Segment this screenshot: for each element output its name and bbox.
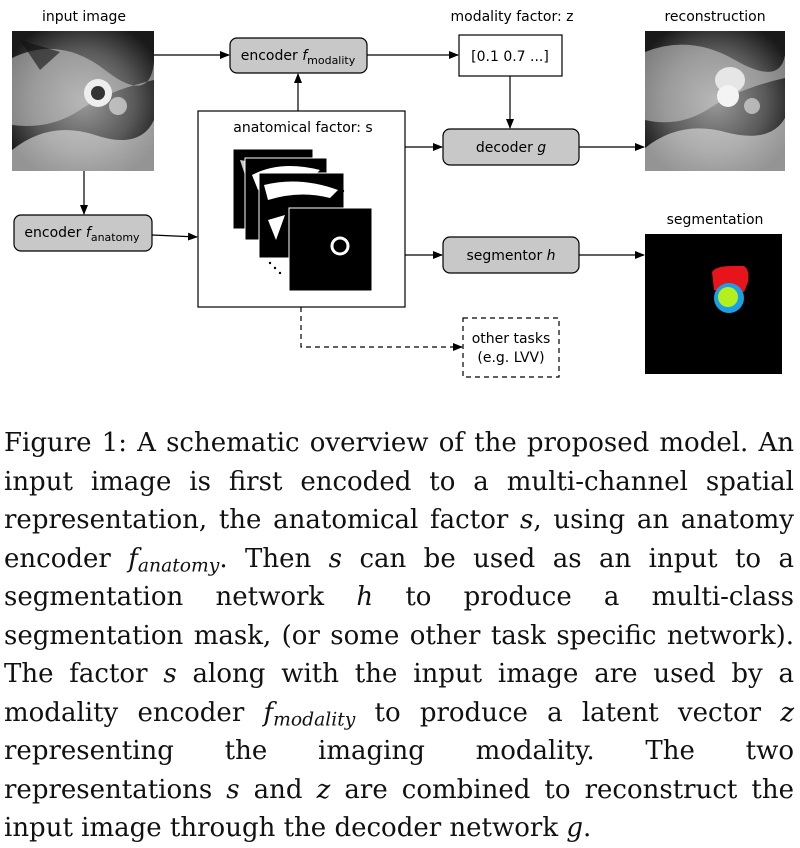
reconstruction-label: reconstruction (664, 9, 765, 25)
caption-math-h: h (356, 582, 374, 612)
caption-math-f-modality: f (263, 697, 274, 728)
caption-text-3: . Then (219, 543, 329, 574)
modality-factor-label: modality factor: z (451, 9, 574, 25)
caption-math-f-anatomy-sub: anatomy (137, 555, 220, 577)
svg-text:segmentor h: segmentor h (466, 248, 555, 264)
modality-vector-value: [0.1 0.7 ...] (471, 49, 549, 65)
anatomical-factor-label: anatomical factor: s (233, 120, 372, 136)
other-tasks-line2: (e.g. LVV) (477, 350, 544, 366)
diagram-arrows (80, 51, 645, 351)
svg-text:encoder fanatomy: encoder fanatomy (24, 225, 140, 244)
caption-text-10: are combined to reconstruct the input im… (4, 774, 794, 844)
figure-caption: Figure 1: A schematic overview of the pr… (4, 424, 794, 848)
segmentor-box: segmentor h (442, 236, 580, 274)
segmentor-symbol: h (547, 248, 556, 264)
caption-math-z-1: z (780, 697, 795, 728)
caption-math-s-3: s (163, 659, 177, 689)
caption-text-2: , using an anatomy encoder (4, 505, 794, 574)
model-diagram: input image modality factor: z reconstru… (12, 9, 785, 378)
segmentation-label: segmentation (667, 212, 764, 228)
segmentor-label: segmentor (466, 248, 546, 264)
encoder-anatomy-symbol: f (86, 225, 93, 241)
caption-math-g: g (566, 813, 584, 843)
figure-label: Figure 1: (4, 428, 128, 458)
caption-math-z-2: z (316, 774, 331, 805)
encoder-modality-box: encoder fmodality (229, 37, 368, 74)
svg-text:encoder fmodality: encoder fmodality (241, 48, 356, 67)
decoder-symbol: g (537, 140, 546, 156)
caption-text-9: and (239, 774, 317, 805)
encoder-modality-label: encoder (241, 48, 302, 64)
anatomical-factor-box: anatomical factor: s (197, 110, 406, 308)
input-image (12, 31, 154, 171)
caption-text-11: . (583, 813, 592, 843)
encoder-anatomy-label: encoder (24, 225, 85, 241)
decoder-label: decoder (476, 140, 537, 156)
caption-math-s-1: s (520, 505, 534, 535)
caption-text-5: to produce a multi-class segmentation ma… (4, 582, 794, 689)
input-image-label: input image (42, 9, 126, 25)
caption-text-6: along with the input image are used by a… (4, 659, 794, 728)
other-tasks-line1: other tasks (472, 331, 551, 347)
segmentation-image (645, 234, 782, 374)
anatomy-channel-stack (232, 148, 373, 292)
encoder-modality-symbol: f (302, 48, 309, 64)
caption-text-8: representing the imaging modality. The t… (4, 736, 794, 805)
encoder-anatomy-box: encoder fanatomy (13, 214, 153, 252)
decoder-box: decoder g (442, 128, 580, 166)
encoder-modality-subscript: modality (307, 54, 356, 67)
modality-vector-box: [0.1 0.7 ...] (458, 34, 563, 77)
caption-text-4: can be used as an input to a segmentatio… (4, 543, 795, 613)
caption-math-f-modality-sub: modality (273, 709, 356, 731)
caption-math-s-2: s (328, 543, 343, 574)
caption-text-1: A schematic overview of the proposed mod… (4, 428, 794, 535)
caption-text-7: to produce a latent vector (355, 697, 781, 728)
caption-math-s-4: s (226, 774, 240, 805)
other-tasks-box: other tasks (e.g. LVV) (462, 317, 560, 378)
svg-text:decoder g: decoder g (476, 140, 546, 156)
reconstruction-image (645, 31, 785, 171)
encoder-anatomy-subscript: anatomy (91, 231, 140, 244)
caption-math-f-anatomy: f (128, 543, 138, 574)
